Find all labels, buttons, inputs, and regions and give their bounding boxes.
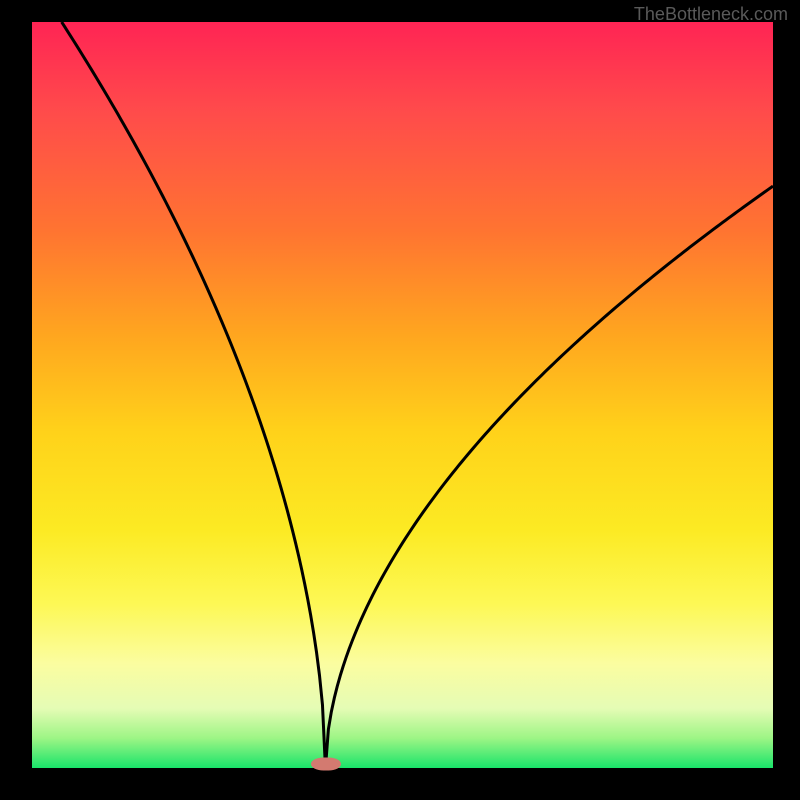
chart-plot-area [32,22,773,768]
watermark-text: TheBottleneck.com [634,4,788,25]
bottleneck-curve [32,22,773,768]
minimum-marker [311,757,341,770]
curve-path [62,22,773,768]
